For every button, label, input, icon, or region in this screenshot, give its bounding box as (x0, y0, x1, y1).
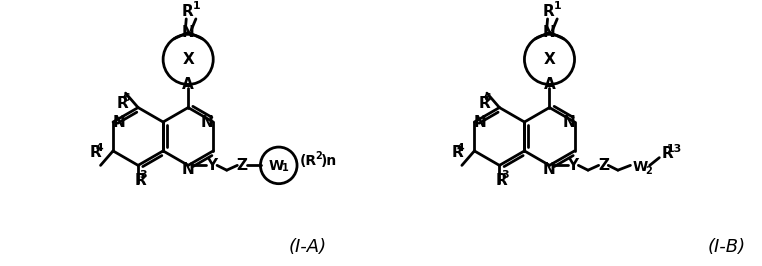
Text: (R: (R (300, 153, 317, 168)
Text: 3: 3 (501, 171, 509, 181)
Text: N: N (182, 25, 194, 40)
Text: 3: 3 (139, 171, 147, 181)
Text: 2: 2 (315, 151, 322, 161)
Text: R: R (134, 173, 146, 188)
Text: 2: 2 (645, 166, 652, 176)
Text: R: R (543, 4, 555, 19)
Text: 1: 1 (282, 163, 289, 173)
Text: Z: Z (237, 158, 248, 173)
Text: Y: Y (567, 158, 578, 173)
Text: R: R (479, 96, 490, 111)
Text: W: W (268, 159, 283, 173)
Text: 6: 6 (123, 93, 130, 103)
Text: R: R (90, 145, 101, 160)
Text: (I-B): (I-B) (708, 238, 746, 256)
Text: 13: 13 (667, 143, 682, 153)
Text: R: R (451, 145, 463, 160)
Text: 1: 1 (554, 1, 562, 11)
Text: N: N (474, 114, 487, 130)
Text: N: N (543, 162, 555, 177)
Text: Z: Z (598, 158, 609, 173)
Text: N: N (543, 25, 555, 40)
Text: R: R (495, 173, 507, 188)
Text: (I-A): (I-A) (289, 238, 327, 256)
Text: 4: 4 (95, 143, 103, 152)
Text: )n: )n (321, 153, 338, 168)
Text: 6: 6 (484, 93, 491, 103)
Text: A: A (182, 77, 194, 92)
Text: N: N (562, 114, 575, 130)
Text: 1: 1 (193, 1, 200, 11)
Text: N: N (201, 114, 214, 130)
Text: W: W (632, 160, 648, 174)
Text: R: R (117, 96, 129, 111)
Text: N: N (182, 162, 194, 177)
Text: Y: Y (206, 158, 217, 173)
Text: A: A (543, 77, 555, 92)
Text: X: X (543, 52, 555, 67)
Text: R: R (661, 146, 673, 161)
Text: 4: 4 (456, 143, 464, 152)
Text: R: R (181, 4, 193, 19)
Text: X: X (182, 52, 194, 67)
Text: N: N (113, 114, 125, 130)
